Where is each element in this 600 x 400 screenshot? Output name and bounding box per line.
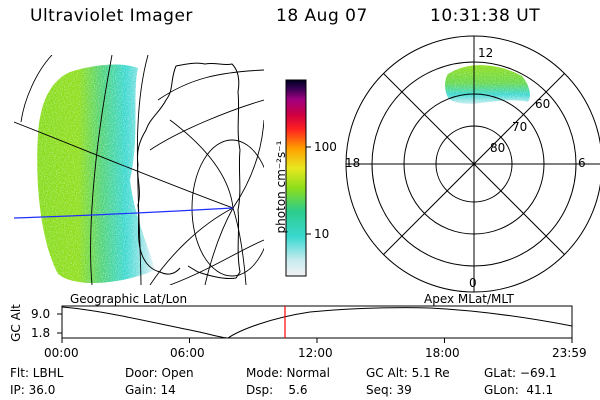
coastline — [137, 62, 241, 279]
polar-plot — [345, 35, 600, 293]
alt-axis-label: GC Alt — [9, 304, 23, 342]
mlt-label-18: 18 — [345, 156, 361, 170]
colorbar-tick-100: 100 — [314, 140, 337, 154]
filter-info: Flt: LBHL — [10, 366, 64, 380]
mlt-label-6: 6 — [578, 156, 586, 170]
mlt-label-0: 0 — [469, 276, 477, 290]
time-label: 10:31:38 UT — [430, 6, 541, 26]
time-tick-1800: 18:00 — [425, 346, 460, 360]
time-tick-0600: 06:00 — [170, 346, 205, 360]
altitude-curve — [61, 306, 573, 339]
alt-tick-high: 9.0 — [31, 307, 51, 321]
apex-label: Apex MLat/MLT — [424, 292, 514, 306]
colorbar-tick-10: 10 — [314, 227, 330, 241]
seq-info: Seq: 39 — [366, 383, 412, 397]
time-tick-0000: 00:00 — [44, 346, 79, 360]
colorbar-unit-label: photon cm⁻²s⁻¹ — [274, 140, 288, 234]
mlat-label-70: 70 — [512, 120, 528, 134]
mode-info: Mode: Normal — [246, 366, 330, 380]
instrument-title: Ultraviolet Imager — [30, 6, 193, 26]
track-line — [14, 207, 234, 219]
lat-lon-grid — [14, 55, 264, 285]
mlt-label-12: 12 — [478, 46, 494, 60]
glon-info: GLon: 41.1 — [484, 383, 554, 397]
door-info: Door: Open — [125, 366, 194, 380]
altitude-plot — [57, 305, 573, 343]
time-tick-1200: 12:00 — [298, 346, 333, 360]
alt-tick-low: 1.8 — [31, 326, 51, 340]
geographic-label: Geographic Lat/Lon — [70, 292, 188, 306]
dsp-info: Dsp: 5.6 — [246, 383, 308, 397]
gain-info: Gain: 14 — [125, 383, 176, 397]
mlat-label-80: 80 — [490, 141, 506, 155]
gc-alt-info: GC Alt: 5.1 Re — [366, 366, 450, 380]
colorbar — [285, 79, 311, 277]
mlat-label-60: 60 — [535, 97, 551, 111]
geographic-map — [14, 55, 264, 285]
colorbar-scale — [285, 79, 307, 277]
date-label: 18 Aug 07 — [276, 6, 368, 26]
glat-info: GLat: −69.1 — [484, 366, 557, 380]
time-tick-2359: 23:59 — [552, 346, 587, 360]
ip-info: IP: 36.0 — [10, 383, 56, 397]
